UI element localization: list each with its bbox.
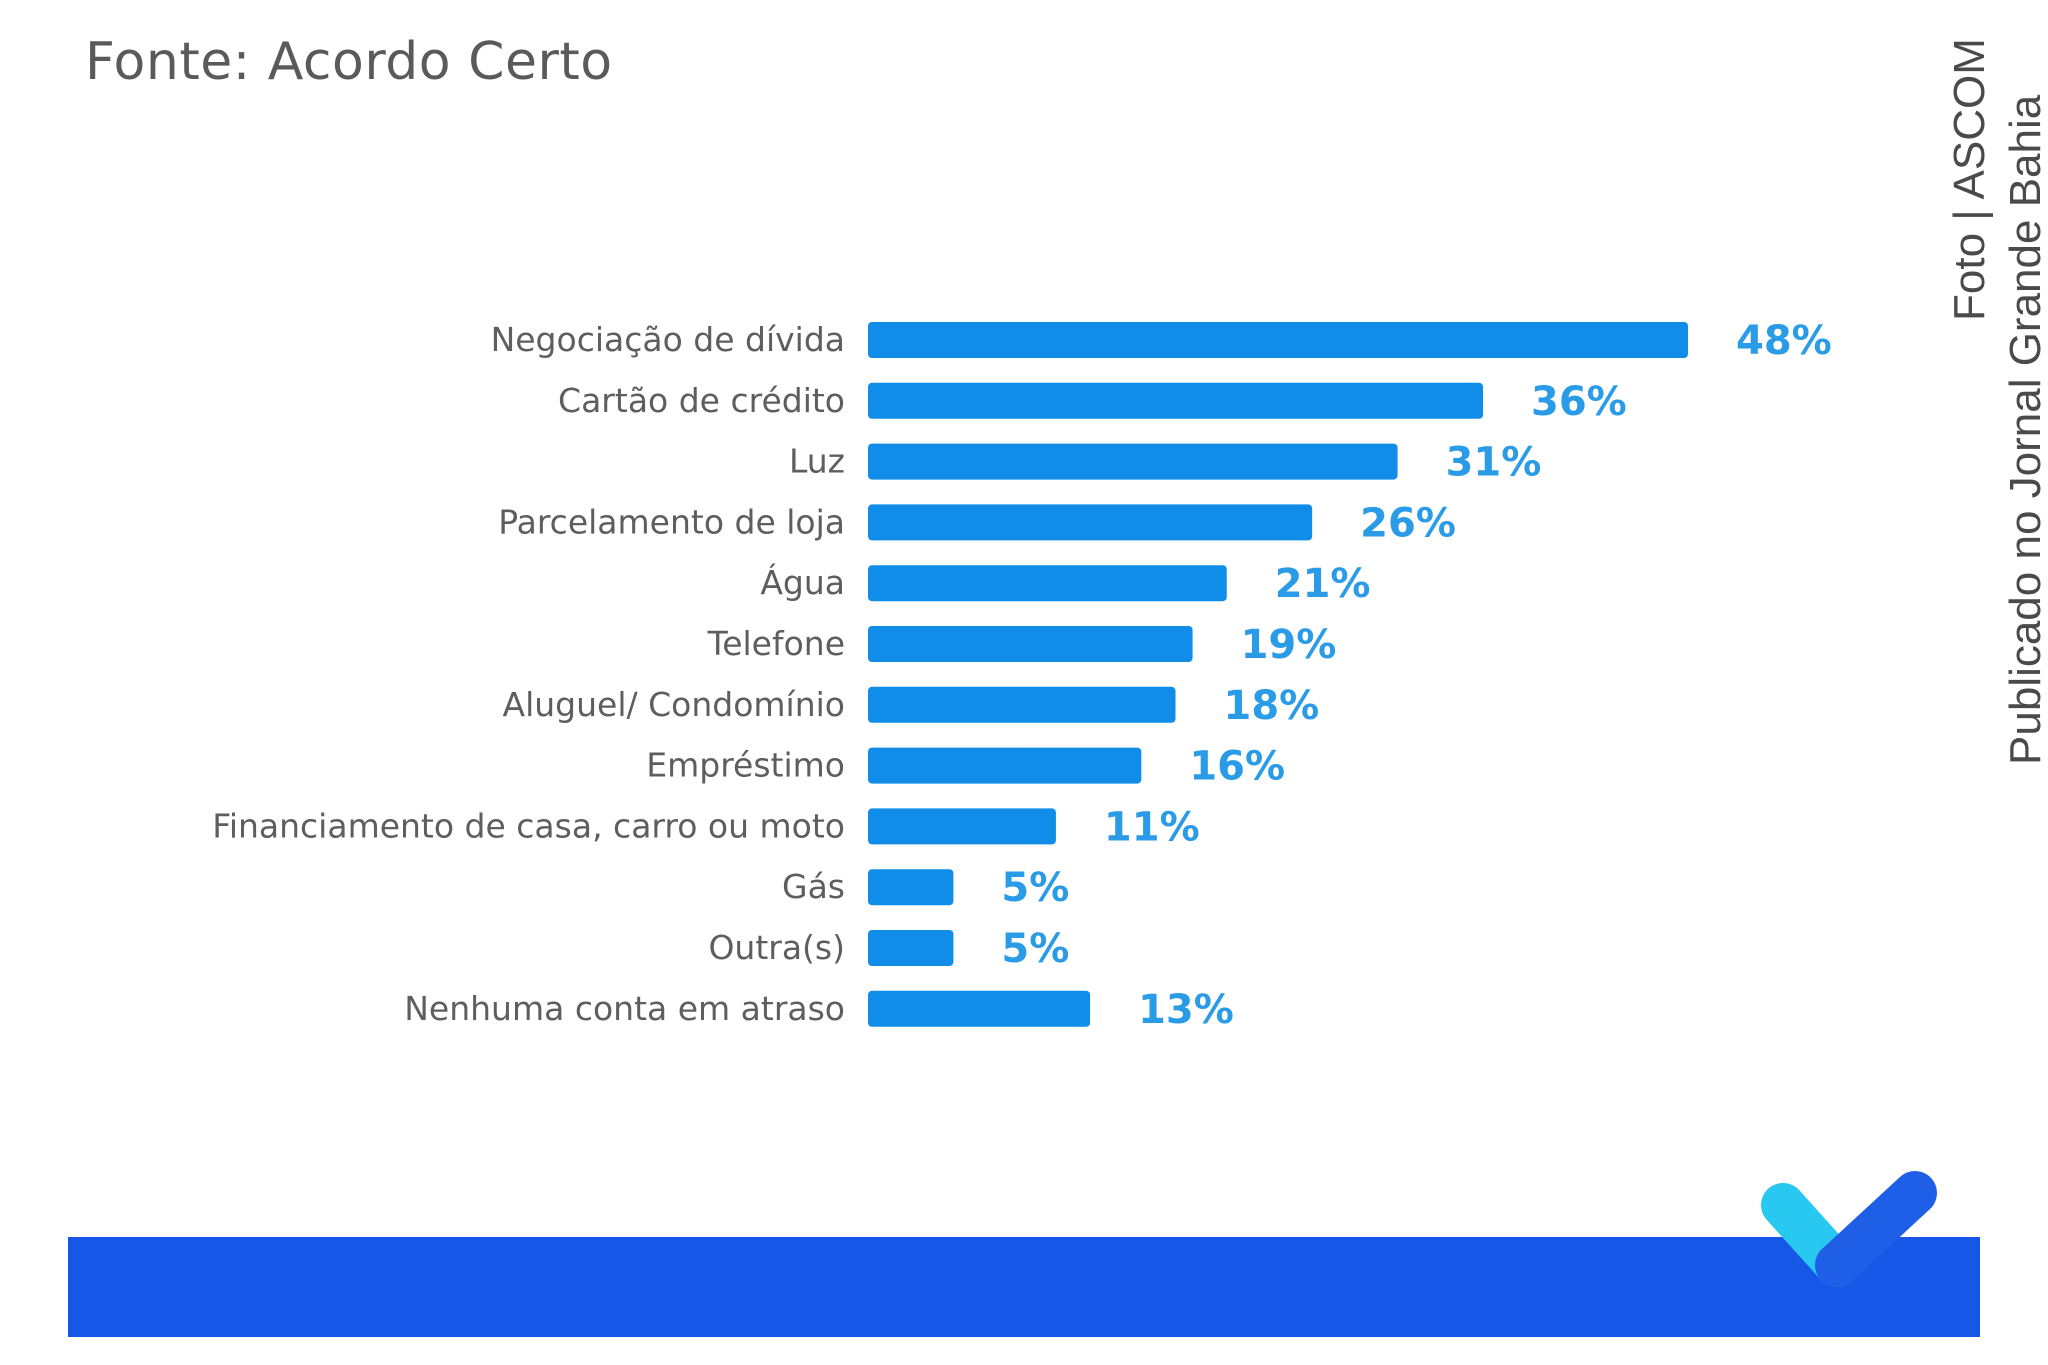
category-label: Telefone [707, 624, 845, 663]
value-label: 48% [1736, 318, 1832, 364]
category-label: Empréstimo [646, 746, 845, 785]
value-label: 19% [1241, 622, 1337, 668]
category-label: Cartão de crédito [558, 381, 845, 420]
value-label: 18% [1224, 683, 1320, 729]
category-label: Aluguel/ Condomínio [503, 685, 845, 724]
value-label: 16% [1189, 744, 1285, 790]
category-label: Luz [789, 442, 845, 481]
bar [868, 443, 1398, 480]
bar [868, 382, 1483, 419]
bar [868, 322, 1688, 358]
bar [868, 626, 1193, 662]
category-label: Negociação de dívida [491, 320, 845, 359]
source-caption: Fonte: Acordo Certo [85, 32, 613, 92]
value-label: 31% [1446, 440, 1542, 486]
category-label: Parcelamento de loja [498, 502, 845, 541]
footer-bar [68, 1237, 1980, 1337]
bar [868, 565, 1227, 602]
category-label: Nenhuma conta em atraso [404, 989, 845, 1028]
bar [868, 930, 954, 966]
category-label: Gás [782, 867, 845, 906]
value-label: 5% [1001, 926, 1069, 972]
credit-line-1: Foto | ASCOM [1945, 38, 1994, 321]
value-label: 26% [1360, 500, 1456, 546]
value-label: 11% [1104, 804, 1200, 850]
credit-line-2: Publicado no Jornal Grande Bahia [2001, 94, 2045, 765]
photo-credit: Foto | ASCOM Publicado no Jornal Grande … [1945, 5, 2045, 765]
bar [868, 686, 1176, 723]
bar [868, 869, 954, 906]
category-label: Financiamento de casa, carro ou moto [212, 806, 845, 845]
value-label: 36% [1531, 379, 1627, 425]
bar [868, 504, 1313, 541]
bar [868, 808, 1056, 845]
value-label: 21% [1275, 561, 1371, 607]
bar [868, 747, 1142, 784]
value-label: 5% [1001, 865, 1069, 911]
category-label: Água [760, 562, 845, 602]
value-label: 13% [1138, 987, 1234, 1033]
category-label: Outra(s) [708, 928, 845, 967]
checkmark-logo-icon [1761, 1171, 1937, 1287]
bar [868, 990, 1091, 1027]
